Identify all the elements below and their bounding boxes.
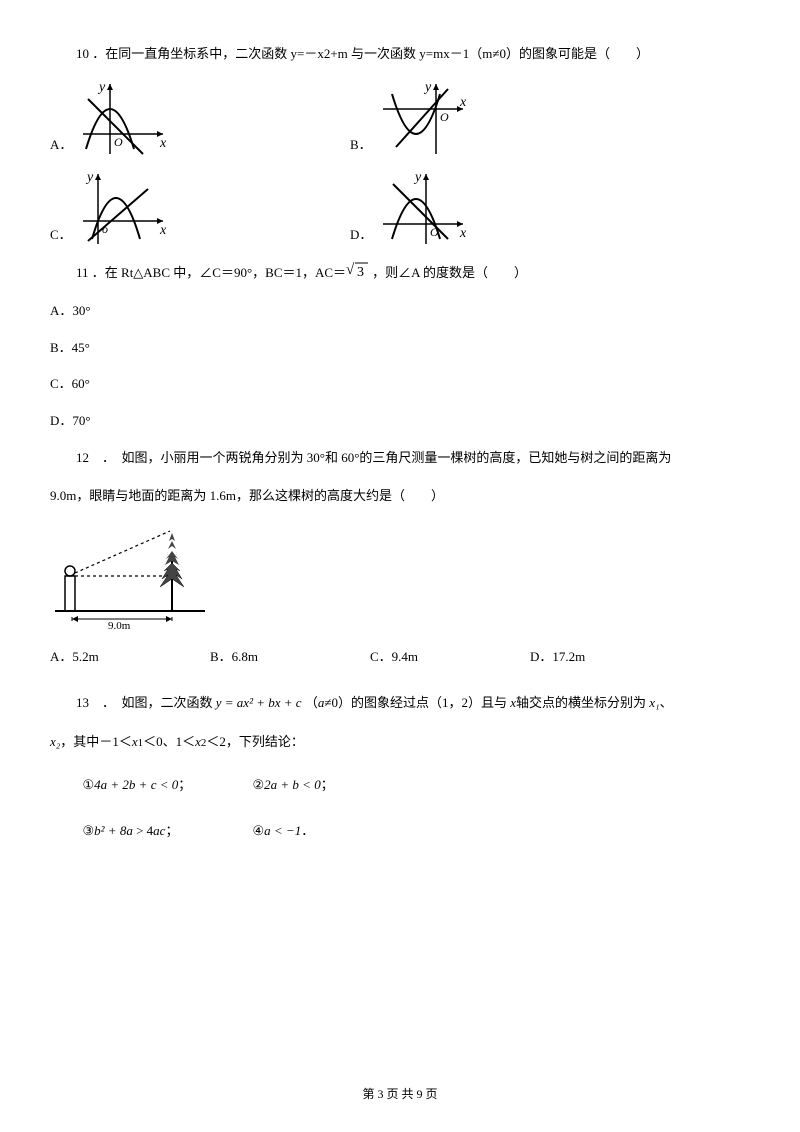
- page-footer: 第 3 页 共 9 页: [0, 1085, 800, 1102]
- q11-text: 11 ．在 Rt△ABC 中，∠C＝90°，BC＝1，AC＝√3，则∠A 的度数…: [50, 259, 750, 288]
- q10-opt-a: A．: [50, 134, 72, 159]
- q13-pre: 13 ． 如图，二次函数: [76, 695, 213, 710]
- q10-row2: C． x y o D． x y O: [50, 169, 750, 249]
- q13-c2: 2a + b < 0: [264, 777, 321, 792]
- q13-c3-post: ；: [165, 823, 178, 838]
- q10-opt-c: C．: [50, 224, 72, 249]
- q13-x1: x₁: [649, 695, 659, 710]
- q10-graph-a: x y O: [78, 79, 168, 159]
- svg-text:x: x: [159, 223, 167, 238]
- q13-x2: x₂: [50, 734, 60, 749]
- q13-c2-post: ；: [321, 777, 334, 792]
- q12-line1: 12 ． 如图，小丽用一个两锐角分别为 30°和 60°的三角尺测量一棵树的高度…: [50, 444, 750, 473]
- svg-text:√: √: [346, 262, 355, 278]
- q12-opt-b: B．6.8m: [210, 643, 370, 672]
- q10-opt-b: B．: [350, 134, 372, 159]
- q13-l2a: ，其中: [60, 734, 99, 749]
- sqrt3-icon: √3: [346, 259, 372, 281]
- q13-c3a: b² + 8a: [94, 823, 133, 838]
- q12-line2: 9.0m，眼睛与地面的距离为 1.6m，那么这棵树的高度大约是（ ）: [50, 482, 750, 511]
- q12-opt-c: C．9.4m: [370, 643, 530, 672]
- q13-line1: 13 ． 如图，二次函数 y = ax² + bx + c （a≠0）的图象经过…: [50, 689, 750, 718]
- q13-c2-pre: ②: [253, 777, 265, 792]
- q13-c3b: > 4: [133, 823, 153, 838]
- q13-mid3: 、: [660, 695, 673, 710]
- q10-graph-c: x y o: [78, 169, 168, 249]
- q13-c4-post: ．: [301, 823, 314, 838]
- q13-c1-post: ；: [178, 777, 191, 792]
- q10-opt-d: D．: [350, 224, 372, 249]
- q13-l2c: ＜0、1＜: [143, 734, 195, 749]
- q11-opt-a: A．30°: [50, 297, 750, 326]
- svg-text:y: y: [85, 170, 94, 185]
- q13-c4-pre: ④: [253, 823, 265, 838]
- q13-l2d: ＜2，下列结论：: [206, 734, 304, 749]
- q10-row1: A． x y O B． x y O: [50, 79, 750, 159]
- q13-c4: a < −1: [264, 823, 301, 838]
- q13-cond-row2: ③b² + 8a > 4ac； ④a < −1．: [50, 817, 750, 846]
- svg-text:y: y: [413, 170, 422, 185]
- svg-text:x: x: [159, 136, 167, 151]
- svg-text:O: O: [440, 110, 449, 124]
- svg-text:9.0m: 9.0m: [108, 620, 131, 631]
- q13-mid1b: ≠0）的图象经过点（1，2）且与: [324, 695, 507, 710]
- q10-graph-d: x y O: [378, 169, 468, 249]
- q12-options: A．5.2m B．6.8m C．9.4m D．17.2m: [50, 643, 750, 672]
- svg-text:x: x: [459, 95, 467, 110]
- q13-c1: 4a + 2b + c < 0: [94, 777, 178, 792]
- svg-text:3: 3: [357, 265, 364, 280]
- q13-mid2: 轴交点的横坐标分别为: [516, 695, 646, 710]
- q12-opt-a: A．5.2m: [50, 643, 210, 672]
- q13-eq: y = ax² + bx + c: [216, 695, 302, 710]
- svg-text:x: x: [459, 226, 467, 241]
- q11-text-a: 11 ．在 Rt△ABC 中，∠C＝90°，BC＝1，AC＝: [76, 265, 346, 280]
- svg-text:O: O: [114, 135, 123, 149]
- q11-opt-d: D．70°: [50, 407, 750, 436]
- q13-cond-row1: ①4a + 2b + c < 0； ②2a + b < 0；: [50, 771, 750, 800]
- q10-graph-b: x y O: [378, 79, 468, 159]
- q13-c3c: ac: [153, 823, 165, 838]
- svg-text:y: y: [97, 80, 106, 95]
- svg-text:y: y: [423, 80, 432, 95]
- q13-mid1: （: [305, 695, 318, 710]
- q11-opt-b: B．45°: [50, 334, 750, 363]
- q13-c1-pre: ①: [83, 777, 95, 792]
- q11-text-b: ，则∠A 的度数是（ ）: [372, 265, 527, 280]
- q12-opt-d: D．17.2m: [530, 643, 690, 672]
- q10-text: 10 ．在同一直角坐标系中，二次函数 y=－x2+m 与一次函数 y=mx－1（…: [50, 40, 750, 69]
- q13-c3-pre: ③: [83, 823, 95, 838]
- q11-opt-c: C．60°: [50, 370, 750, 399]
- q13-l2b: －1＜: [99, 734, 132, 749]
- q13-line2: x₂，其中－1＜x1＜0、1＜x2＜2，下列结论：: [50, 728, 750, 757]
- q12-figure: 9.0m: [50, 521, 210, 631]
